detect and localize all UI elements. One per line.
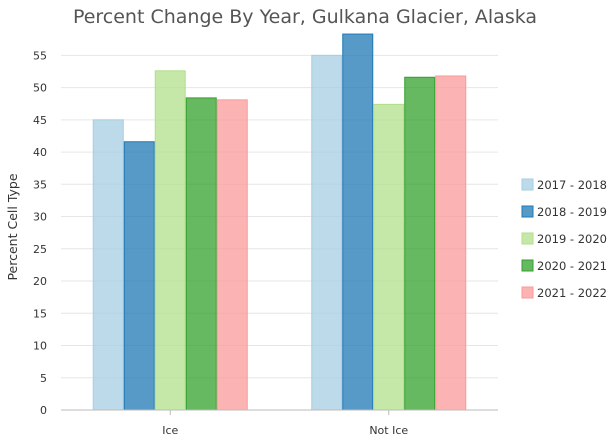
- bar: [92, 119, 124, 411]
- bar: [373, 103, 405, 411]
- y-tick-label: 0: [40, 404, 47, 417]
- y-tick-label: 15: [33, 307, 47, 320]
- legend-label: 2021 - 2022: [537, 286, 607, 300]
- x-tick-label: Ice: [162, 424, 178, 437]
- legend-label: 2018 - 2019: [537, 205, 607, 219]
- y-axis-title: Percent Cell Type: [5, 173, 20, 280]
- bar: [311, 54, 343, 411]
- legend-label: 2020 - 2021: [537, 259, 607, 273]
- legend-swatch: [521, 259, 534, 272]
- y-tick-label: 55: [33, 49, 47, 62]
- bar: [342, 33, 374, 411]
- bar: [123, 141, 155, 411]
- y-tick-label: 20: [33, 275, 47, 288]
- bar: [154, 70, 186, 411]
- legend-swatch: [521, 205, 534, 218]
- bar: [435, 75, 467, 411]
- legend-label: 2019 - 2020: [537, 232, 607, 246]
- y-tick-label: 5: [40, 372, 47, 385]
- y-tick-label: 35: [33, 178, 47, 191]
- legend: 2017 - 2018 2018 - 2019 2019 - 2020 2020 - …: [521, 178, 607, 300]
- x-tick-label: Not Ice: [369, 424, 408, 437]
- x-axis-ticks: Ice Not Ice: [162, 410, 408, 437]
- legend-swatch: [521, 178, 534, 191]
- chart-title: Percent Change By Year, Gulkana Glacier,…: [73, 6, 537, 28]
- y-tick-label: 40: [33, 146, 47, 159]
- legend-label: 2017 - 2018: [537, 178, 607, 192]
- bar: [216, 99, 248, 411]
- bar: [185, 97, 217, 411]
- y-tick-label: 30: [33, 211, 47, 224]
- y-axis-ticks: 0 5 10 15 20 25 30 35 40 45 50 55: [33, 49, 47, 417]
- legend-swatch: [521, 286, 534, 299]
- bar: [404, 76, 436, 411]
- y-tick-label: 25: [33, 243, 47, 256]
- y-tick-label: 50: [33, 82, 47, 95]
- y-tick-label: 10: [33, 340, 47, 353]
- bars: [92, 33, 467, 411]
- y-tick-label: 45: [33, 114, 47, 127]
- legend-swatch: [521, 232, 534, 245]
